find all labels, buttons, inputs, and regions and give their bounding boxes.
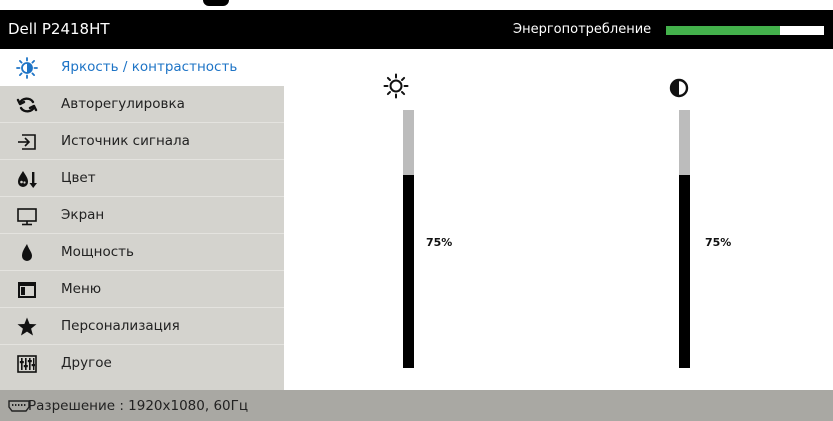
menu-item-auto-adjust[interactable]: Авторегулировка	[0, 86, 284, 123]
status-bar: Разрешение : 1920x1080, 60Гц	[0, 390, 833, 421]
menu-item-label: Мощность	[61, 244, 134, 260]
others-icon	[16, 353, 38, 375]
monitor-model: Dell P2418HT	[8, 20, 110, 38]
hdmi-icon	[8, 398, 30, 412]
energy-meter	[666, 26, 824, 35]
brightness-slider[interactable]	[403, 110, 414, 368]
menu-item-others[interactable]: Другое	[0, 345, 284, 382]
menu-item-label: Авторегулировка	[61, 96, 185, 112]
brightness-value: 75%	[426, 236, 453, 249]
resolution-info: Разрешение : 1920x1080, 60Гц	[28, 398, 249, 414]
brightness-icon	[16, 57, 38, 79]
energy-meter-fill	[666, 26, 780, 35]
menu-item-input-source[interactable]: Источник сигнала	[0, 123, 284, 160]
menu-item-label: Цвет	[61, 170, 96, 186]
contrast-slider[interactable]	[679, 110, 690, 368]
contrast-icon	[666, 75, 692, 101]
osd-window: Dell P2418HT Энергопотребление Яр	[0, 10, 833, 421]
title-bar: Dell P2418HT Энергопотребление	[0, 10, 833, 49]
menu-icon	[16, 279, 38, 301]
contrast-value: 75%	[705, 236, 732, 249]
color-icon	[16, 168, 38, 190]
power-icon	[16, 242, 38, 264]
menu-item-power[interactable]: Мощность	[0, 234, 284, 271]
display-icon	[16, 205, 38, 227]
main-menu: Яркость / контрастность Авторегулировка	[0, 49, 284, 390]
menu-item-label: Меню	[61, 281, 102, 297]
menu-item-label: Яркость / контрастность	[61, 59, 238, 75]
energy-label: Энергопотребление	[513, 22, 652, 37]
brightness-slider-fill	[403, 174, 414, 368]
star-icon	[16, 316, 38, 338]
menu-item-personalize[interactable]: Персонализация	[0, 308, 284, 345]
menu-item-display[interactable]: Экран	[0, 197, 284, 234]
menu-item-color[interactable]: Цвет	[0, 160, 284, 197]
top-edge	[0, 0, 833, 10]
menu-item-label: Персонализация	[61, 318, 180, 334]
menu-item-label: Другое	[61, 355, 112, 371]
contrast-slider-fill	[679, 174, 690, 368]
auto-adjust-icon	[16, 94, 38, 116]
menu-item-menu[interactable]: Меню	[0, 271, 284, 308]
decorative-blob	[203, 0, 229, 6]
brightness-contrast-panel: 75% 75%	[284, 49, 833, 390]
input-source-icon	[16, 131, 38, 153]
menu-item-label: Источник сигнала	[61, 133, 190, 149]
menu-item-brightness-contrast[interactable]: Яркость / контрастность	[0, 49, 284, 86]
sun-icon	[383, 73, 409, 99]
menu-item-label: Экран	[61, 207, 105, 223]
